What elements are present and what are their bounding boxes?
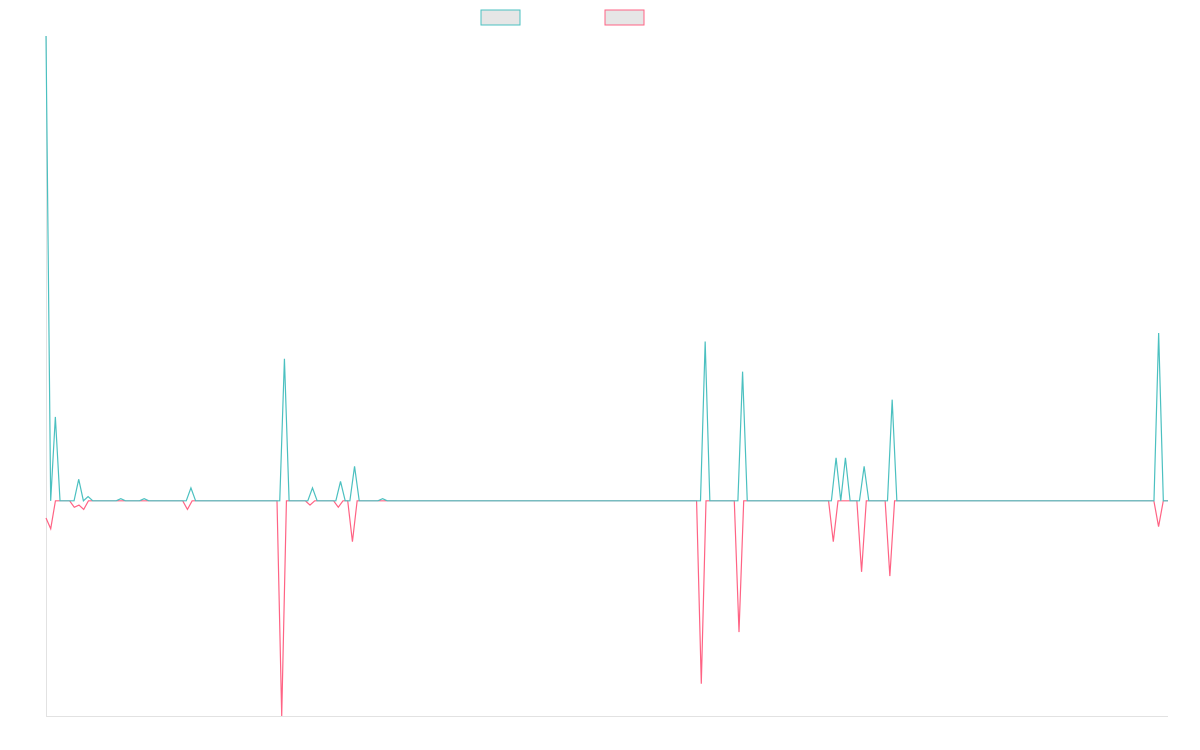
legend-swatch-2[interactable] [604,9,645,26]
legend-swatch-1[interactable] [480,9,521,26]
series-line-2 [45,500,1168,717]
chart-axes [46,36,1168,717]
series-line-1 [45,35,1168,502]
series-layer [45,35,1168,717]
legend [480,9,645,26]
